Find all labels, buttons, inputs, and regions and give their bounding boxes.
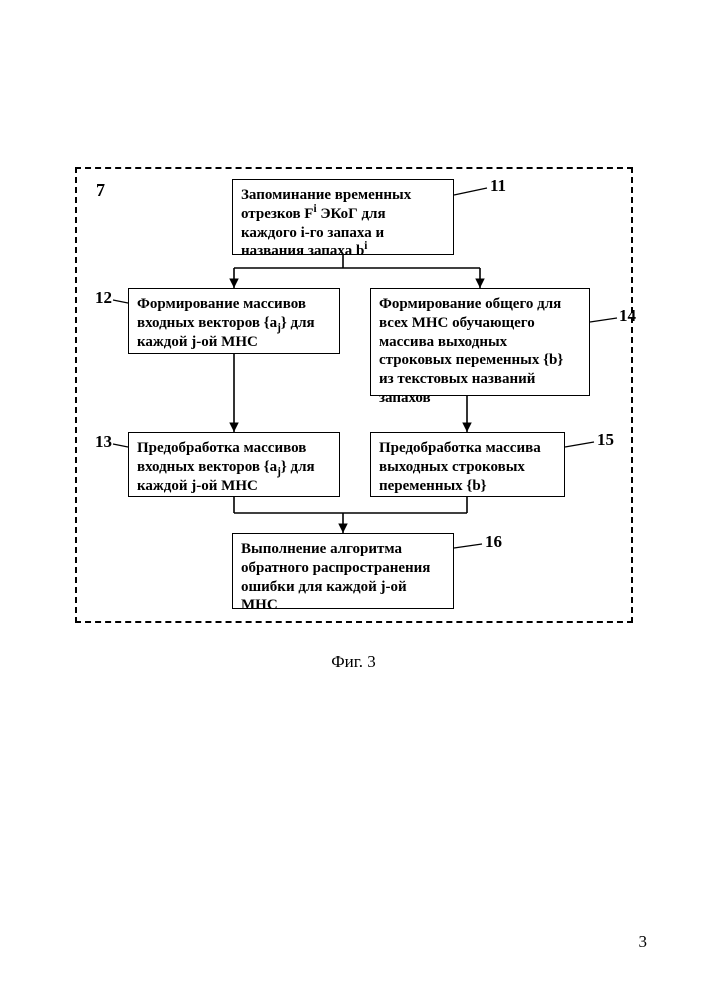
- label-15: 15: [597, 430, 614, 450]
- node-14: Формирование общего для всех МНС обучающ…: [370, 288, 590, 396]
- label-16: 16: [485, 532, 502, 552]
- node-11: Запоминание временных отрезков Fi ЭКоГ д…: [232, 179, 454, 255]
- label-13: 13: [95, 432, 112, 452]
- figure-caption: Фиг. 3: [0, 652, 707, 672]
- node-15: Предобработка массива выходных строковых…: [370, 432, 565, 497]
- label-14: 14: [619, 306, 636, 326]
- label-12: 12: [95, 288, 112, 308]
- node-12: Формирование массивов входных векторов {…: [128, 288, 340, 354]
- node-13: Предобработка массивов входных векторов …: [128, 432, 340, 497]
- node-16: Выполнение алгоритма обратного распростр…: [232, 533, 454, 609]
- label-11: 11: [490, 176, 506, 196]
- page-number: 3: [639, 932, 648, 952]
- page: 7 Запоминание временных отрезков Fi ЭКоГ…: [0, 0, 707, 1000]
- label-frame-7: 7: [96, 180, 105, 201]
